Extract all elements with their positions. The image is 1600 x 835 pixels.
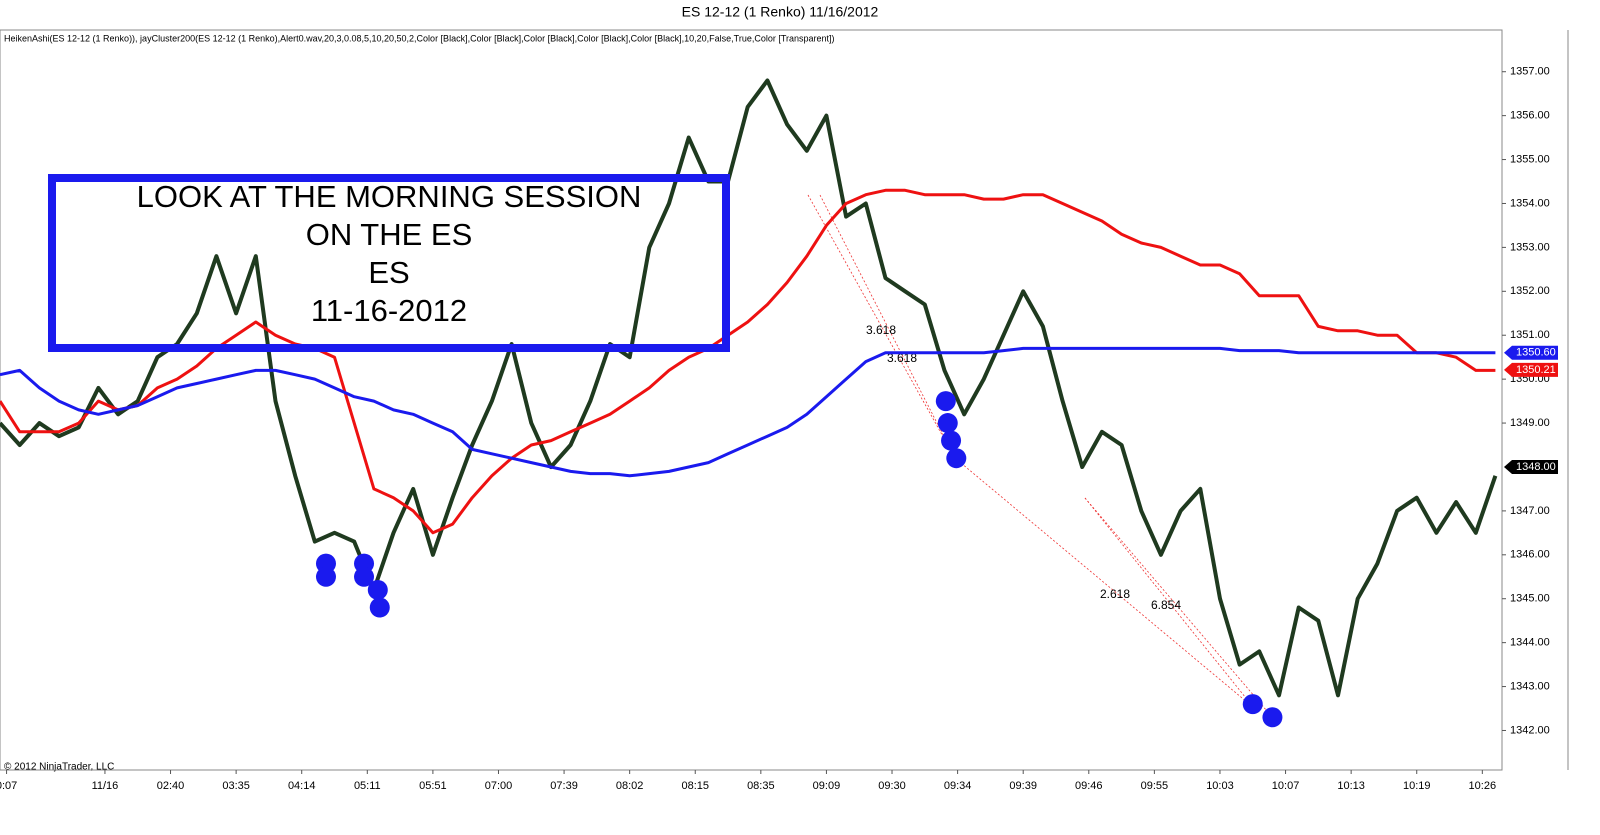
signal-dot (315, 566, 336, 587)
signal-dot (937, 413, 958, 434)
y-tick-label: 1346.00 (1510, 549, 1550, 561)
annotation-text: ES (368, 255, 409, 290)
x-tick-label: 04:14 (288, 780, 316, 792)
fib-label: 2.618 (1100, 587, 1130, 601)
y-tick-label: 1345.00 (1510, 593, 1550, 605)
y-tick-label: 1353.00 (1510, 241, 1550, 253)
fib-line (1084, 497, 1274, 719)
y-tick-label: 1355.00 (1510, 153, 1550, 165)
signal-dot (367, 579, 388, 600)
y-tick-label: 1354.00 (1510, 197, 1550, 209)
copyright: © 2012 NinjaTrader, LLC (4, 762, 114, 773)
x-tick-label: 08:35 (747, 780, 775, 792)
y-tick-label: 1342.00 (1510, 724, 1550, 736)
signal-dot (1262, 707, 1283, 728)
annotation-text: LOOK AT THE MORNING SESSION (137, 179, 642, 214)
x-tick-label: 09:46 (1075, 780, 1103, 792)
x-tick-label: 02:40 (157, 780, 185, 792)
fib-label: 6.854 (1151, 598, 1181, 612)
indicator-label: HeikenAshi(ES 12-12 (1 Renko)), jayClust… (4, 33, 835, 43)
chart-title: ES 12-12 (1 Renko) 11/16/2012 (682, 4, 879, 20)
price-tag (1504, 345, 1558, 360)
x-tick-label: 09:55 (1141, 780, 1169, 792)
x-tick-label: 05:51 (419, 780, 447, 792)
annotation-text: 11-16-2012 (311, 293, 467, 328)
y-tick-label: 1351.00 (1510, 329, 1550, 341)
indicator-line (0, 188, 1496, 535)
fib-label: 3.618 (887, 351, 917, 365)
signal-dot (946, 448, 967, 469)
signal-dot (941, 430, 962, 451)
signal-dot (369, 597, 390, 618)
plot-frame (0, 29, 1503, 771)
annotation-box (48, 174, 730, 352)
fib-label: 3.618 (866, 323, 896, 337)
x-tick-label: 05:11 (354, 780, 381, 792)
x-tick-label: 07:39 (550, 780, 578, 792)
x-tick-label: 09:39 (1009, 780, 1037, 792)
price-line (0, 78, 1498, 698)
price-tag-label: 1348.00 (1516, 461, 1556, 473)
fib-line (954, 457, 1255, 709)
price-tag (1504, 459, 1558, 474)
signal-dot (935, 391, 956, 412)
x-tick-label: 09:34 (944, 780, 972, 792)
x-tick-label: 10:13 (1337, 780, 1365, 792)
x-tick-label: 07:00 (485, 780, 513, 792)
y-tick-label: 1357.00 (1510, 66, 1550, 78)
x-tick-label: 03:35 (222, 780, 250, 792)
x-tick-label: 10:03 (1206, 780, 1234, 792)
signal-dot (354, 566, 375, 587)
y-tick-label: 1356.00 (1510, 110, 1550, 122)
y-tick-label: 1343.00 (1510, 680, 1550, 692)
y-tick-label: 1347.00 (1510, 505, 1550, 517)
x-tick-label: 10:19 (1403, 780, 1431, 792)
price-tag-label: 1350.60 (1516, 347, 1556, 359)
x-tick-label: 10:07 (1272, 780, 1300, 792)
annotation-text: ON THE ES (306, 217, 473, 252)
x-tick-label: 09:30 (878, 780, 906, 792)
signal-dot (1242, 694, 1263, 715)
x-tick-label: 0:07 (0, 780, 17, 792)
fib-line (819, 194, 956, 459)
y-tick-label: 1344.00 (1510, 637, 1550, 649)
x-tick-label: 11/16 (92, 780, 119, 792)
x-tick-label: 10:26 (1469, 780, 1497, 792)
price-tag (1504, 362, 1558, 377)
fib-line (1084, 497, 1255, 709)
y-tick-label: 1349.00 (1510, 417, 1550, 429)
x-tick-label: 08:02 (616, 780, 644, 792)
x-tick-label: 08:15 (681, 780, 709, 792)
price-tag-label: 1350.21 (1516, 364, 1556, 376)
x-tick-label: 09:09 (813, 780, 841, 792)
y-tick-label: 1352.00 (1510, 285, 1550, 297)
indicator-line (0, 346, 1496, 478)
